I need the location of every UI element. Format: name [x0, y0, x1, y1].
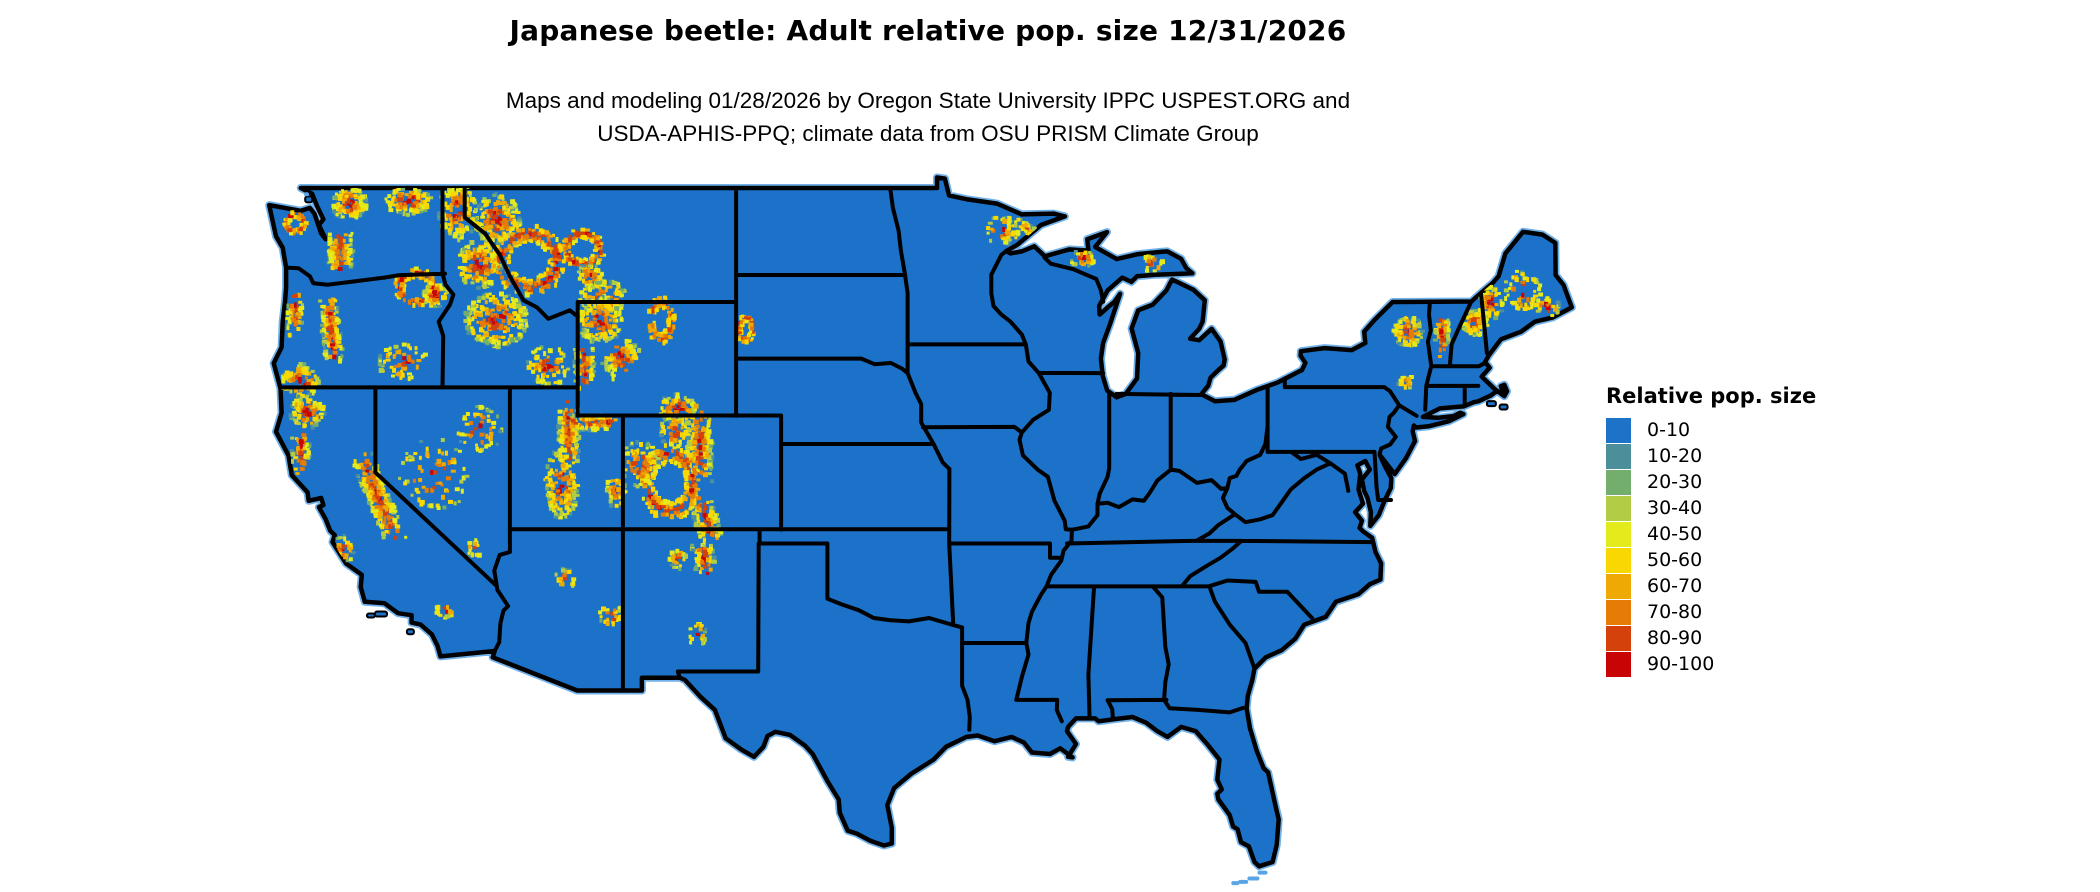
island	[304, 195, 314, 204]
hotspot-sacramento-mountains	[688, 622, 708, 646]
hotspot-spring-mountains	[467, 538, 482, 558]
hotspot-north-cascades	[331, 186, 369, 220]
legend-swatch-60-70	[1606, 573, 1631, 599]
hotspot-san-bernardino	[434, 604, 454, 620]
hotspot-mogollon-rim	[554, 567, 577, 588]
hotspot-southeast-idaho	[525, 345, 571, 386]
legend-swatch-90-100	[1606, 651, 1631, 677]
hotspot-sangre-de-cristo	[691, 496, 724, 548]
legend-label: 30-40	[1647, 497, 1703, 519]
hotspot-yellowstone-absaroka	[577, 294, 624, 344]
island	[1485, 400, 1497, 408]
hotspot-klamath-trinity	[288, 392, 327, 430]
legend-label: 40-50	[1647, 523, 1703, 545]
legend-item: 10-20	[1606, 443, 1816, 469]
hotspot-layer	[281, 183, 1562, 646]
legend-label: 90-100	[1647, 653, 1715, 675]
hotspot-west-colorado-mesas	[621, 439, 661, 489]
hotspot-porcupine-mountains	[1070, 250, 1096, 268]
legend-label: 60-70	[1647, 575, 1703, 597]
legend-swatch-30-40	[1606, 495, 1631, 521]
subtitle-line-2: USDA-APHIS-PPQ; climate data from OSU PR…	[597, 121, 1259, 146]
hotspot-northeast-washington	[384, 186, 434, 217]
legend-label: 80-90	[1647, 627, 1703, 649]
hotspot-green-mountains	[1432, 318, 1451, 358]
hotspot-interior-maine	[1503, 269, 1544, 311]
island	[365, 612, 376, 619]
hotspot-olympic-mountains	[282, 210, 309, 236]
hotspot-catskills	[1396, 375, 1414, 390]
island	[374, 610, 388, 618]
legend-label: 0-10	[1647, 419, 1691, 441]
legend-item: 90-100	[1606, 651, 1816, 677]
legend-swatch-0-10	[1606, 417, 1631, 443]
shallow-island	[304, 192, 309, 197]
legend-item: 0-10	[1606, 417, 1816, 443]
legend-item: 20-30	[1606, 469, 1816, 495]
map-subtitle: Maps and modeling 01/28/2026 by Oregon S…	[0, 84, 1856, 150]
legend-item: 50-60	[1606, 547, 1816, 573]
state-borders	[278, 186, 1489, 732]
hotspot-little-belt-mountains	[559, 227, 607, 271]
header: Japanese beetle: Adult relative pop. siz…	[0, 14, 1856, 47]
legend-item: 70-80	[1606, 599, 1816, 625]
legend-items: 0-10 10-20 20-30 30-40 40-50 50-60 60-70 70-80 8…	[1606, 417, 1816, 677]
hotspot-eastern-upper-peninsula	[1143, 254, 1165, 273]
legend-label: 10-20	[1647, 445, 1703, 467]
hotspot-oregon-coast-range	[285, 292, 305, 338]
hotspot-jemez-mountains	[667, 548, 688, 572]
legend-swatch-80-90	[1606, 625, 1631, 651]
legend-swatch-70-80	[1606, 599, 1631, 625]
legend: Relative pop. size 0-10 10-20 20-30 30-40 40…	[1606, 384, 1816, 677]
hotspot-central-nevada-ranges	[398, 438, 470, 510]
hotspot-wind-river-range	[600, 338, 642, 382]
hotspot-white-mountains-az	[598, 605, 624, 627]
hotspot-black-hills	[736, 314, 756, 345]
subtitle-line-1: Maps and modeling 01/28/2026 by Oregon S…	[505, 88, 1351, 113]
hotspot-sierra-nevada	[352, 451, 408, 540]
legend-item: 80-90	[1606, 625, 1816, 651]
hotspot-ruby-mountains	[456, 404, 504, 453]
legend-swatch-10-20	[1606, 443, 1631, 469]
island	[1498, 403, 1509, 411]
hotspot-wasatch-range	[556, 400, 582, 470]
hotspot-steens-high-desert	[377, 342, 428, 382]
page-title: Japanese beetle: Adult relative pop. siz…	[509, 14, 1347, 47]
hotspot-western-montana-rockies	[489, 223, 567, 298]
hotspot-north-coast-range	[290, 432, 312, 476]
legend-swatch-50-60	[1606, 547, 1631, 573]
shallow-island	[1231, 881, 1240, 886]
island	[405, 628, 415, 636]
hotspot-oregon-cascades	[318, 297, 345, 364]
shallow-island	[1257, 870, 1268, 875]
shallow-island	[1238, 879, 1249, 884]
legend-item: 30-40	[1606, 495, 1816, 521]
hotspot-wallowa-mountains	[421, 281, 450, 309]
shallow-island	[1247, 876, 1260, 881]
hotspot-central-idaho-sawtooth	[463, 291, 529, 350]
legend-item: 60-70	[1606, 573, 1816, 599]
hotspot-iron-range	[986, 215, 1021, 246]
hotspot-central-utah-plateaus	[543, 447, 581, 520]
legend-swatch-20-30	[1606, 469, 1631, 495]
hotspot-south-cascades	[326, 231, 356, 272]
hotspot-northern-new-mexico	[689, 543, 717, 575]
us-landmass	[266, 175, 1575, 869]
legend-swatch-40-50	[1606, 521, 1631, 547]
hotspot-park-gore-range	[659, 413, 691, 449]
legend-title: Relative pop. size	[1606, 384, 1817, 408]
hotspot-downeast-maine	[1533, 296, 1562, 317]
hotspot-adirondacks	[1391, 316, 1425, 348]
legend-label: 70-80	[1647, 601, 1703, 623]
islands-layer	[304, 192, 1509, 886]
legend-item: 40-50	[1606, 521, 1816, 547]
legend-label: 50-60	[1647, 549, 1703, 571]
legend-label: 20-30	[1647, 471, 1703, 493]
